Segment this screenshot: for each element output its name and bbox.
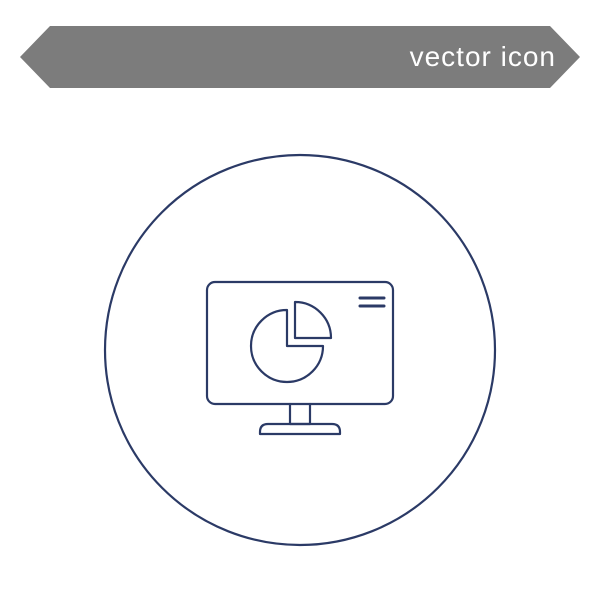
monitor-screen: [207, 282, 393, 404]
pie-main: [251, 310, 323, 382]
outer-circle: [105, 155, 495, 545]
header-banner: vector icon: [20, 26, 580, 88]
icon-stage: [0, 130, 600, 570]
monitor-neck: [290, 404, 310, 424]
pie-slice: [295, 302, 331, 338]
monitor-base: [260, 424, 340, 434]
monitor-pie-chart-icon: [90, 140, 510, 560]
icon-stroke-group: [105, 155, 495, 545]
banner-label: vector icon: [410, 41, 556, 73]
